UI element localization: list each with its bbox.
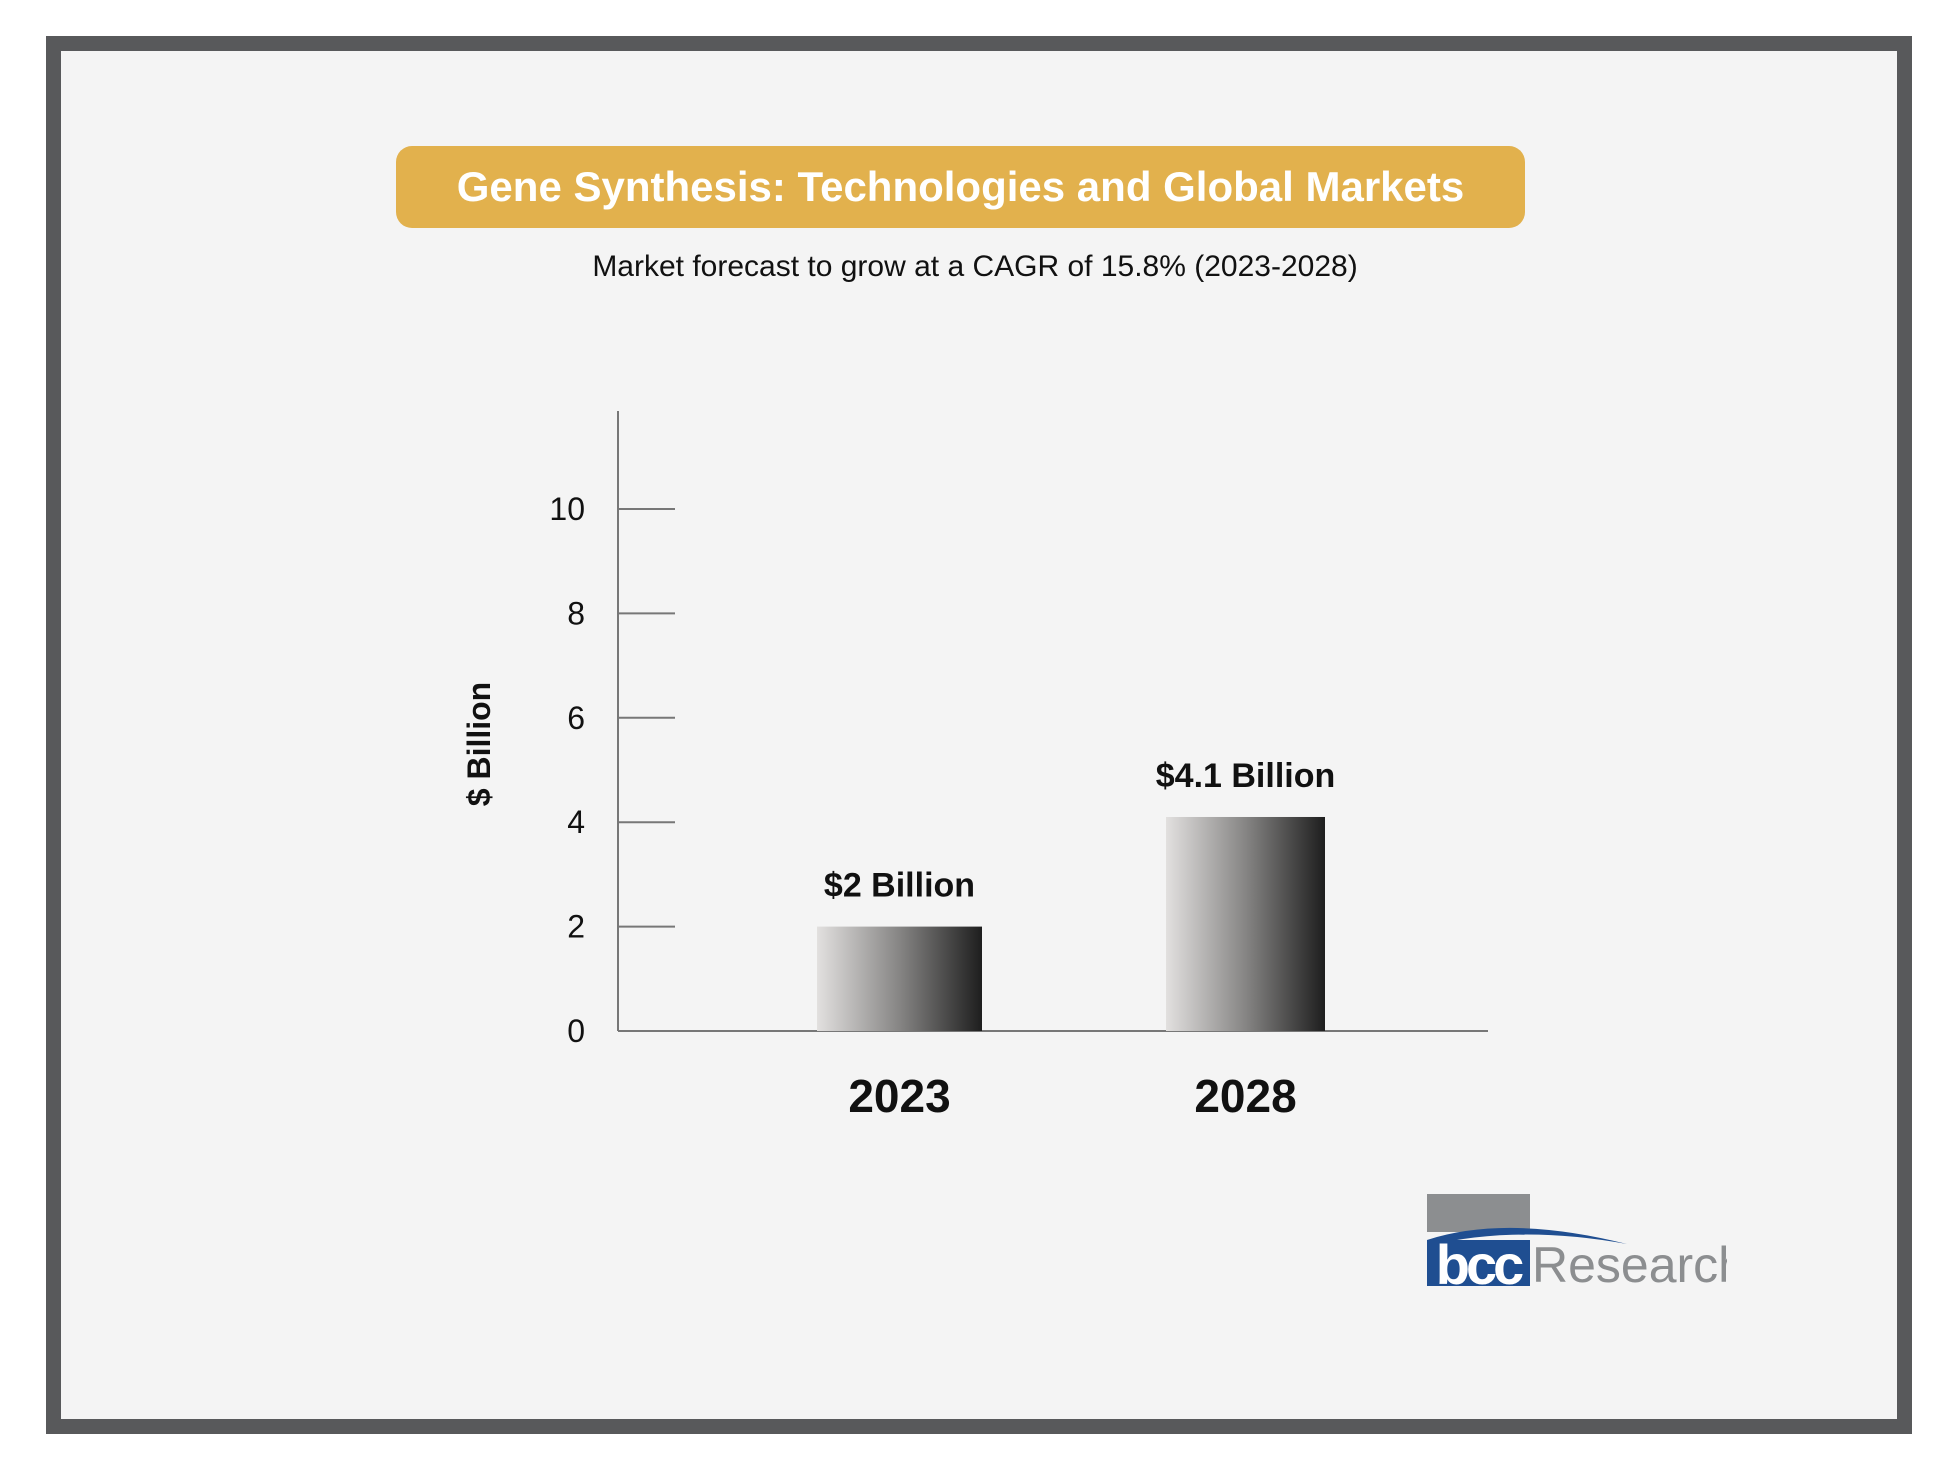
bcc-research-logo: bcc Research	[1427, 1194, 1727, 1286]
x-tick-label-2023: 2023	[848, 1070, 950, 1122]
svg-text:bcc: bcc	[1436, 1233, 1523, 1286]
y-tick-label: 6	[567, 700, 585, 736]
y-tick-label: 2	[567, 909, 585, 945]
y-tick-label: 8	[567, 595, 585, 631]
chart-subtitle: Market forecast to grow at a CAGR of 15.…	[592, 250, 1358, 283]
y-axis-label: $ Billion	[461, 682, 497, 806]
data-label-2028: $4.1 Billion	[1156, 757, 1336, 795]
svg-text:Research: Research	[1532, 1237, 1727, 1286]
data-label-2023: $2 Billion	[824, 867, 975, 905]
chart-title: Gene Synthesis: Technologies and Global …	[396, 146, 1525, 228]
x-tick-label-2028: 2028	[1194, 1070, 1296, 1122]
bar-2028	[1166, 816, 1325, 1031]
y-tick-label: 0	[567, 1013, 585, 1049]
bar-2023	[817, 926, 982, 1031]
chart-frame	[46, 36, 1912, 1434]
y-tick-label: 10	[549, 491, 585, 527]
y-tick-label: 4	[567, 804, 585, 840]
